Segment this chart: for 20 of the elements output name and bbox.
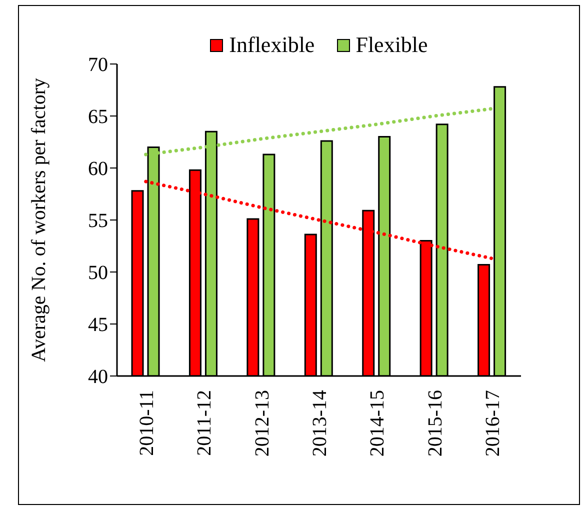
y-tick-label: 65 [88,106,108,128]
line-series [144,106,494,156]
legend-label: Inflexible [228,32,315,58]
y-tick-label: 50 [88,262,108,284]
y-tick-label: 40 [88,366,108,388]
x-tick-label: 2013-14 [309,390,331,457]
x-tick-label: 2014-15 [366,390,389,457]
x-tick-label: 2012-13 [251,390,274,457]
x-tick-label: 2016-17 [482,390,504,457]
chart-frame: Inflexible Flexible 2010-11 2011-12 2012-13 2013-14 2014-15 2015-16 2016-17 40 45 50 55 60 65 70 Average No. of workers per factory [18,5,580,505]
y-tick-label: 60 [88,158,108,180]
y-tick-label: 70 [88,54,108,76]
x-tick-label: 2015-16 [424,390,446,457]
x-tick-label: 2011-12 [194,390,216,456]
y-tick-label: 55 [88,210,108,232]
legend-label: Flexible [354,32,428,58]
x-tick-label: 2010-11 [136,390,158,456]
line-series [144,180,494,260]
y-axis-title: Average No. of workers per factory [28,78,50,362]
y-tick-label: 45 [88,314,108,336]
